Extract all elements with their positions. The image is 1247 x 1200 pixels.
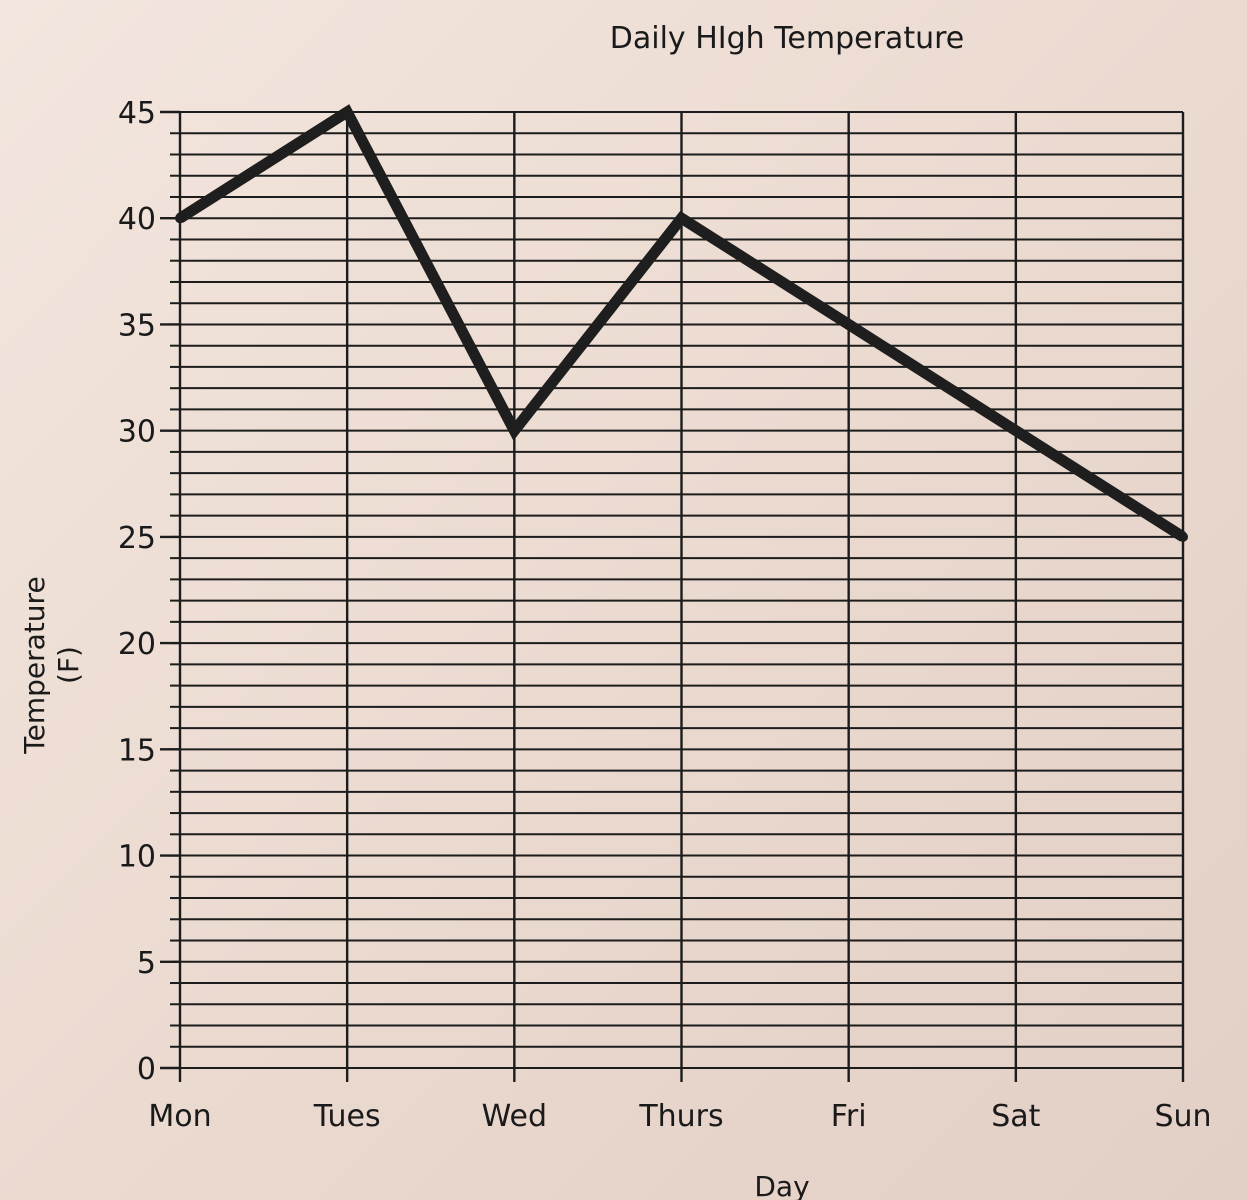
data-point xyxy=(676,213,687,224)
y-tick-label: 15 xyxy=(118,733,156,768)
data-point xyxy=(342,107,353,117)
chart-title: Daily HIgh Temperature xyxy=(610,21,964,56)
x-tick-label: Tues xyxy=(313,1099,381,1134)
y-tick-label: 20 xyxy=(118,627,156,662)
data-point xyxy=(1010,425,1021,436)
series-temperature xyxy=(175,104,1188,542)
y-axis-title-line2: (F) xyxy=(52,646,85,684)
x-axis-title: Day xyxy=(754,1170,809,1200)
y-tick-label: 45 xyxy=(118,96,156,131)
tick-labels: 0 5 10 15 20 25 30 35 40 45 Mon Tues Wed Thurs Fri Sat S… xyxy=(118,96,1212,1134)
axes xyxy=(160,110,180,1070)
y-tick-label: 30 xyxy=(118,415,156,450)
data-point xyxy=(1178,531,1188,542)
data-point xyxy=(509,425,520,436)
grid xyxy=(178,111,1185,1082)
x-tick-label: Sat xyxy=(991,1099,1040,1134)
y-axis-title-line1: Temperature xyxy=(18,576,51,754)
y-tick-label: 5 xyxy=(137,946,156,981)
x-tick-label: Fri xyxy=(831,1099,867,1134)
y-tick-label: 0 xyxy=(137,1052,156,1087)
x-tick-label: Mon xyxy=(148,1099,211,1134)
y-tick-label: 10 xyxy=(118,840,156,875)
data-point xyxy=(843,319,854,330)
y-tick-label: 25 xyxy=(118,521,156,556)
data-point xyxy=(175,213,185,224)
y-tick-label: 35 xyxy=(118,308,156,343)
y-tick-label: 40 xyxy=(118,202,156,237)
x-tick-label: Thurs xyxy=(638,1099,723,1134)
x-tick-label: Wed xyxy=(482,1099,547,1134)
x-tick-label: Sun xyxy=(1154,1099,1211,1134)
